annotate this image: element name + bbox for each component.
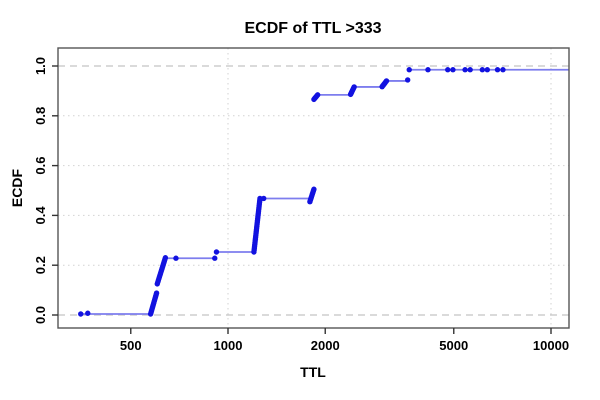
ecdf-point	[212, 255, 218, 261]
ecdf-curve	[78, 67, 569, 317]
y-tick-label: 0.6	[33, 157, 48, 175]
axis-ticks: 500 1000 2000 5000 10000 0.0 0.2 0.4 0.6 0.8 1.0	[33, 57, 569, 353]
gridlines	[58, 48, 569, 328]
y-tick-label: 0.0	[33, 306, 48, 324]
ecdf-point	[479, 67, 486, 73]
ecdf-point	[404, 77, 411, 83]
ecdf-point	[467, 67, 473, 73]
ecdf-point	[494, 67, 501, 73]
x-tick-label: 5000	[439, 338, 468, 353]
x-tick-label: 10000	[533, 338, 569, 353]
chart-title: ECDF of TTL >333	[244, 20, 381, 37]
ecdf-point	[173, 255, 179, 261]
ecdf-point	[462, 67, 468, 73]
ecdf-point	[450, 67, 456, 73]
y-tick-label: 0.2	[33, 256, 48, 274]
ecdf-point	[406, 67, 412, 73]
ecdf-cluster-point	[153, 290, 160, 296]
x-tick-label: 2000	[311, 338, 340, 353]
x-axis-label: TTL	[300, 364, 326, 380]
ecdf-point	[500, 67, 506, 73]
y-tick-label: 0.8	[33, 107, 48, 125]
ecdf-point	[85, 310, 91, 316]
ecdf-point	[445, 67, 451, 73]
ecdf-cluster-point	[311, 186, 317, 192]
x-tick-label: 500	[120, 338, 142, 353]
ecdf-point	[78, 311, 84, 317]
ecdf-cluster-point	[257, 195, 263, 202]
ecdf-cluster-point	[351, 84, 357, 90]
ecdf-point	[484, 67, 490, 73]
ecdf-cluster-point	[314, 92, 321, 98]
ecdf-cluster-point	[383, 78, 390, 84]
y-tick-label: 0.4	[33, 206, 48, 225]
ecdf-point	[261, 195, 267, 202]
ecdf-point	[425, 67, 431, 73]
ecdf-point	[213, 249, 220, 255]
x-tick-label: 1000	[214, 338, 243, 353]
ecdf-cluster-point	[162, 255, 169, 261]
y-tick-label: 1.0	[33, 57, 48, 75]
axis-labels: ECDF of TTL >333 TTL ECDF	[9, 20, 382, 380]
y-axis-label: ECDF	[9, 169, 25, 208]
plot-frame	[57, 47, 570, 329]
